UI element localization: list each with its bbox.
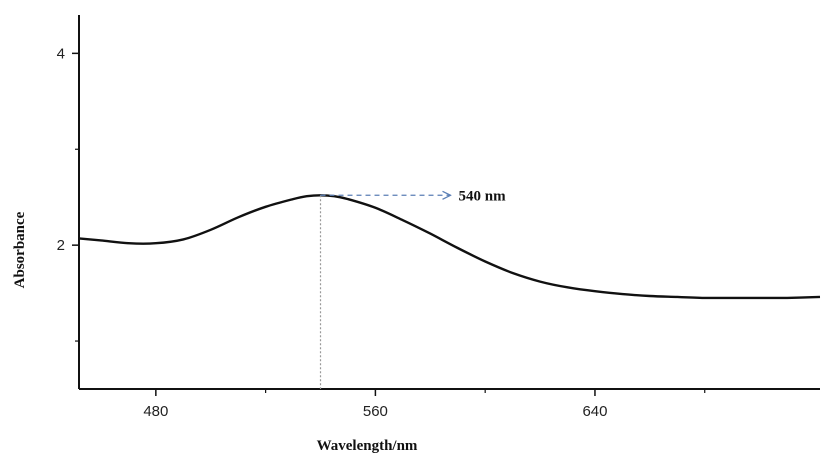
- y-axis-title: Absorbance: [12, 211, 28, 288]
- y-tick-label-2: 2: [57, 237, 65, 254]
- plot-area: 540 nm: [78, 188, 821, 389]
- x-tick-label-480: 480: [143, 403, 168, 420]
- x-ticks: 480 560 640: [143, 389, 706, 420]
- y-tick-label-4: 4: [57, 45, 65, 62]
- x-axis-title: Wavelength/nm: [317, 438, 418, 454]
- y-ticks: 24: [57, 45, 79, 342]
- axes: [78, 15, 820, 390]
- x-tick-label-560: 560: [363, 403, 388, 420]
- x-tick-label-640: 640: [582, 403, 607, 420]
- peak-label: 540 nm: [459, 188, 507, 204]
- series-line-0: [78, 194, 821, 300]
